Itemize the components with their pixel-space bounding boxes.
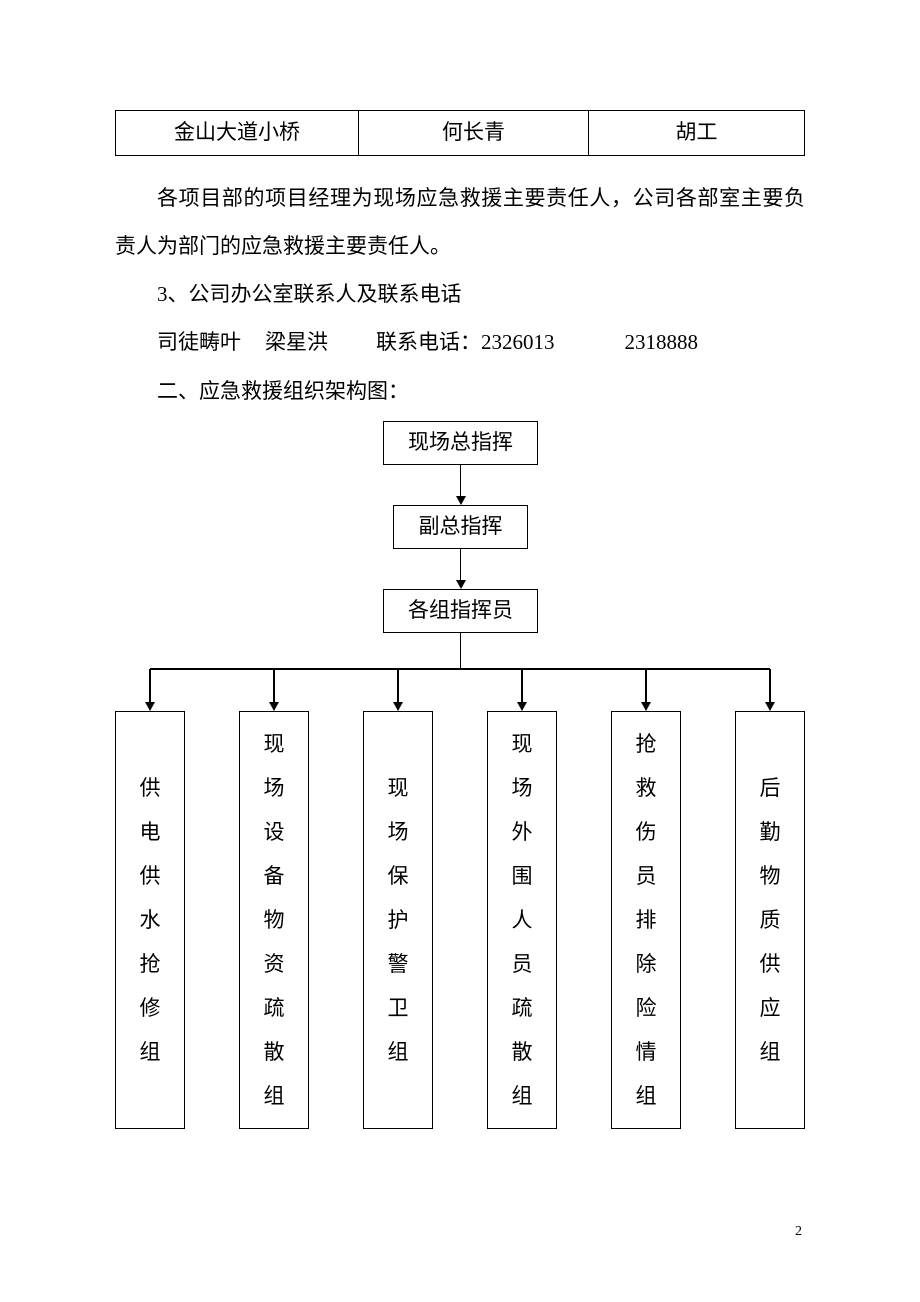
org-leaf-char: 场 — [512, 766, 533, 810]
contact-line: 司徒畴叶梁星洪 联系电话：2326013 2318888 — [115, 318, 805, 366]
org-leaf-char: 现 — [388, 766, 409, 810]
org-leaf-char: 警 — [388, 942, 409, 986]
org-leaf-char: 组 — [760, 1030, 781, 1074]
org-leaf-char: 勤 — [760, 810, 781, 854]
contact-name-2: 梁星洪 — [265, 330, 328, 354]
org-leaf-char: 修 — [140, 986, 161, 1030]
connector-vline — [645, 669, 647, 702]
org-leaf-char: 除 — [636, 942, 657, 986]
arrowhead-icon — [393, 702, 403, 711]
org-leaf-char: 供 — [140, 766, 161, 810]
org-leaf-char: 护 — [388, 898, 409, 942]
org-leaf-char: 抢 — [140, 942, 161, 986]
org-leaf-char: 电 — [140, 810, 161, 854]
org-leaf-char: 组 — [512, 1074, 533, 1118]
org-leaf-l4: 现场外围人员疏散组 — [487, 711, 557, 1129]
org-leaf-char: 卫 — [388, 986, 409, 1030]
org-leaf-char: 质 — [760, 898, 781, 942]
arrowhead-icon — [145, 702, 155, 711]
connector-vline — [521, 669, 523, 702]
org-leaf-char: 组 — [388, 1030, 409, 1074]
org-leaf-char: 组 — [140, 1030, 161, 1074]
connector-vline — [397, 669, 399, 702]
arrowhead-icon — [456, 580, 466, 589]
org-leaf-char: 现 — [512, 722, 533, 766]
paragraph-responsibility: 各项目部的项目经理为现场应急救援主要责任人，公司各部室主要负责人为部门的应急救援… — [115, 174, 805, 271]
org-leaf-char: 围 — [512, 854, 533, 898]
arrowhead-icon — [517, 702, 527, 711]
paragraph-section3: 3、公司办公室联系人及联系电话 — [115, 270, 805, 318]
org-leaf-char: 人 — [512, 898, 533, 942]
org-leaf-char: 疏 — [264, 986, 285, 1030]
connector-hline — [150, 668, 770, 670]
org-leaf-char: 散 — [264, 1030, 285, 1074]
org-leaf-char: 物 — [264, 898, 285, 942]
connector-vline — [460, 549, 462, 580]
org-leaf-char: 设 — [264, 810, 285, 854]
org-leaf-l6: 后勤物质供应组 — [735, 711, 805, 1129]
org-leaf-char: 疏 — [512, 986, 533, 1030]
org-leaf-char: 组 — [264, 1074, 285, 1118]
org-leaf-char: 外 — [512, 810, 533, 854]
org-leaf-char: 场 — [264, 766, 285, 810]
org-leaf-char: 险 — [636, 986, 657, 1030]
org-leaf-char: 排 — [636, 898, 657, 942]
arrowhead-icon — [765, 702, 775, 711]
org-leaf-char: 救 — [636, 766, 657, 810]
org-leaf-l1: 供电供水抢修组 — [115, 711, 185, 1129]
org-leaf-char: 员 — [512, 942, 533, 986]
connector-vline — [769, 669, 771, 702]
org-leaf-char: 应 — [760, 986, 781, 1030]
org-leaf-char: 情 — [636, 1030, 657, 1074]
connector-vline — [273, 669, 275, 702]
contact-phone-label: 联系电话： — [376, 330, 481, 354]
arrowhead-icon — [269, 702, 279, 711]
org-leaf-char: 备 — [264, 854, 285, 898]
document-page: 金山大道小桥 何长青 胡工 各项目部的项目经理为现场应急救援主要责任人，公司各部… — [0, 0, 920, 1302]
org-leaf-char: 场 — [388, 810, 409, 854]
paragraph-section2-title: 二、应急救援组织架构图： — [115, 367, 805, 415]
org-node-n1: 现场总指挥 — [383, 421, 538, 465]
org-leaf-char: 供 — [760, 942, 781, 986]
org-leaf-l5: 抢救伤员排除险情组 — [611, 711, 681, 1129]
connector-vline — [460, 465, 462, 496]
org-leaf-l2: 现场设备物资疏散组 — [239, 711, 309, 1129]
contact-phone-2: 2318888 — [625, 330, 699, 354]
org-leaf-char: 水 — [140, 898, 161, 942]
org-node-n3: 各组指挥员 — [383, 589, 538, 633]
org-leaf-char: 现 — [264, 722, 285, 766]
org-node-n2: 副总指挥 — [393, 505, 528, 549]
connector-vline — [460, 633, 462, 669]
org-leaf-char: 后 — [760, 766, 781, 810]
org-leaf-l3: 现场保护警卫组 — [363, 711, 433, 1129]
org-leaf-char: 员 — [636, 854, 657, 898]
org-leaf-char: 抢 — [636, 722, 657, 766]
org-leaf-char: 供 — [140, 854, 161, 898]
org-leaf-char: 组 — [636, 1074, 657, 1118]
arrowhead-icon — [456, 496, 466, 505]
org-leaf-char: 散 — [512, 1030, 533, 1074]
contact-name-1: 司徒畴叶 — [157, 330, 241, 354]
contact-phone-1: 2326013 — [481, 330, 555, 354]
table-cell-person1: 何长青 — [359, 111, 589, 155]
arrowhead-icon — [641, 702, 651, 711]
table-cell-project: 金山大道小桥 — [116, 111, 359, 155]
org-leaf-char: 物 — [760, 854, 781, 898]
org-leaf-char: 保 — [388, 854, 409, 898]
table-row: 金山大道小桥 何长青 胡工 — [115, 110, 805, 156]
connector-vline — [149, 669, 151, 702]
orgchart: 现场总指挥副总指挥各组指挥员供电供水抢修组现场设备物资疏散组现场保护警卫组现场外… — [115, 421, 805, 1141]
org-leaf-char: 资 — [264, 942, 285, 986]
org-leaf-char: 伤 — [636, 810, 657, 854]
page-number: 2 — [795, 1216, 802, 1248]
table-cell-person2: 胡工 — [589, 111, 804, 155]
